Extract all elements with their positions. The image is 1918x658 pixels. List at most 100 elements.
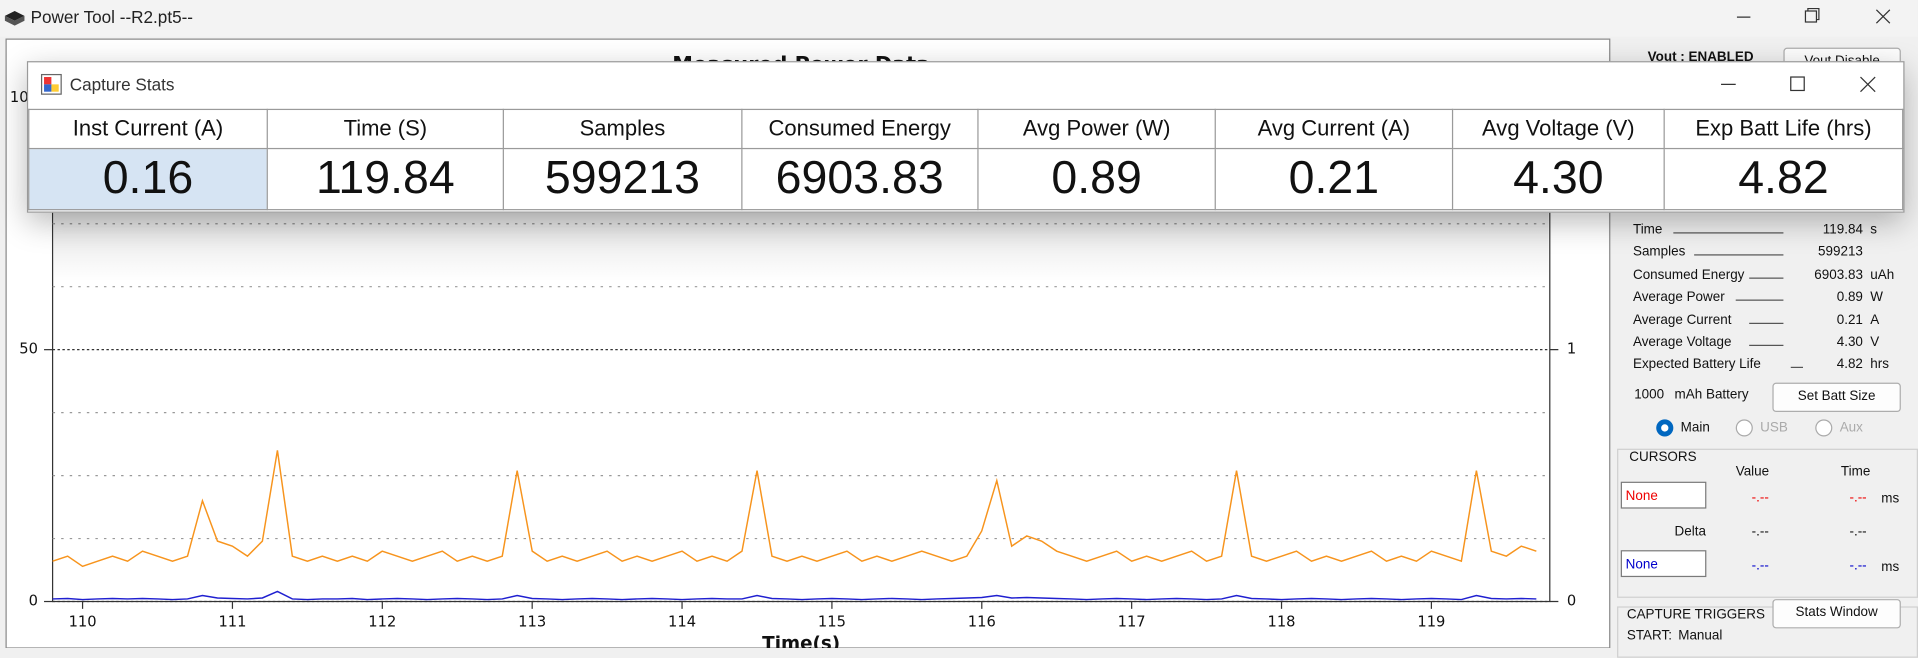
stat-label: Time: [1632, 222, 1663, 238]
triggers-title: CAPTURE TRIGGERS: [1626, 607, 1765, 623]
stat-leader: [1790, 367, 1803, 369]
stat-leader: [1673, 232, 1784, 234]
stat-unit: hrs: [1870, 357, 1889, 373]
window-title: Power Tool --R2.pt5--: [30, 7, 194, 27]
stats-table: Inst Current (A) Time (S) Samples Consumed …: [28, 108, 1904, 211]
stat-value: 4.30: [1451, 147, 1665, 211]
stat-leader: [1735, 299, 1784, 301]
stats-window-button[interactable]: Stats Window: [1772, 599, 1901, 629]
cursor-value: -.--: [1751, 490, 1769, 505]
stat-label: Samples: [1632, 244, 1686, 260]
delta-value: -.--: [1751, 524, 1769, 540]
stat-value: 6903.83: [740, 147, 979, 211]
radio-label: Main: [1680, 420, 1710, 436]
column-header: Consumed Energy: [740, 108, 979, 150]
stat-value: 119.84: [266, 147, 505, 211]
stat-label: Average Current: [1632, 312, 1732, 328]
stat-value: 599213: [1818, 244, 1863, 260]
x-axis-label: Time(s): [762, 633, 840, 648]
stat-value: 0.21: [1214, 147, 1454, 211]
x-tick-label: 118: [1268, 613, 1296, 630]
cursor-value: -.--: [1751, 558, 1769, 574]
set-batt-button[interactable]: Set Batt Size: [1772, 382, 1901, 413]
stat-leader: [1749, 322, 1784, 324]
x-tick-label: 112: [368, 613, 396, 630]
stat-unit: uAh: [1870, 267, 1895, 283]
stat-value: 0.89: [1836, 289, 1863, 305]
cursors-group: [1617, 448, 1918, 598]
dialog-controls[interactable]: [1704, 62, 1902, 106]
column-header: Samples: [502, 108, 742, 150]
delta-time: -.--: [1849, 524, 1867, 540]
column-header: Inst Current (A): [28, 108, 268, 150]
x-tick-label: 110: [69, 613, 97, 630]
title-bar: Power Tool --R2.pt5--: [0, 0, 1918, 37]
x-tick-label: 113: [518, 613, 546, 630]
y2-tick-label: 1: [1567, 341, 1576, 358]
series-line: [52, 590, 1537, 601]
stat-value: 6903.83: [1814, 267, 1863, 283]
column-header: Avg Power (W): [977, 108, 1216, 150]
stat-value: 4.30: [1836, 334, 1863, 350]
y-tick-label: 50: [19, 341, 38, 358]
y2-tick-label: 0: [1567, 593, 1576, 610]
start-value: Manual: [1678, 628, 1723, 644]
cursor-select[interactable]: None: [1620, 550, 1707, 578]
stat-leader: [1749, 344, 1784, 346]
stat-leader: [1694, 254, 1784, 257]
start-label: START:: [1626, 628, 1672, 644]
radio-button[interactable]: [1815, 419, 1833, 437]
stat-value: 0.16: [28, 147, 268, 211]
cursor-time: -.--: [1849, 490, 1867, 505]
radio-button[interactable]: [1656, 419, 1674, 437]
x-tick-label: 115: [818, 613, 846, 630]
control-panel: Vout : ENABLED Vout Disable Time119.84sS…: [1615, 39, 1918, 658]
series-line: [52, 450, 1537, 568]
cursor-unit: ms: [1881, 491, 1900, 507]
cursor-select[interactable]: None: [1620, 481, 1707, 509]
radio-label: Aux: [1839, 420, 1863, 436]
dialog-icon: [40, 73, 62, 95]
battery-unit: mAh Battery: [1674, 387, 1749, 403]
stat-unit: W: [1870, 289, 1883, 305]
window-controls[interactable]: [1712, 0, 1917, 37]
radio-label: USB: [1760, 420, 1788, 436]
radio-button[interactable]: [1735, 419, 1753, 437]
stat-unit: V: [1870, 334, 1880, 350]
shadow-fade: [53, 207, 1549, 282]
y-tick-label: 0: [29, 593, 38, 610]
stat-value: 0.89: [977, 147, 1216, 211]
stat-unit: s: [1870, 222, 1878, 238]
x-tick-label: 117: [1118, 613, 1146, 630]
app-icon: [4, 11, 25, 26]
capture-stats-dialog: Capture Stats Inst Current (A) Time (S) Sa…: [26, 61, 1905, 213]
table-row: 0.16 119.84 599213 6903.83 0.89 0.21 4.30 4.82: [28, 147, 1904, 211]
stat-value: 119.84: [1822, 222, 1863, 238]
stat-label: Consumed Energy: [1632, 267, 1745, 283]
x-tick-label: 114: [668, 613, 696, 630]
column-header: Avg Voltage (V): [1451, 108, 1665, 150]
table-row: Inst Current (A) Time (S) Samples Consumed …: [28, 108, 1904, 150]
stat-label: Expected Battery Life: [1632, 357, 1761, 373]
stat-label: Average Power: [1632, 289, 1725, 305]
time-header: Time: [1840, 464, 1871, 480]
dialog-title: Capture Stats: [69, 74, 175, 95]
column-header: Avg Current (A): [1214, 108, 1454, 150]
value-header: Value: [1735, 464, 1770, 480]
stat-leader: [1749, 277, 1784, 279]
cursor-time: -.--: [1849, 558, 1867, 574]
stat-value: 599213: [502, 147, 742, 211]
x-tick-label: 116: [968, 613, 996, 630]
cursors-title: CURSORS: [1629, 449, 1697, 465]
stat-label: Average Voltage: [1632, 334, 1732, 350]
x-tick-label: 119: [1417, 613, 1445, 630]
battery-size: 1000: [1634, 387, 1665, 403]
stat-value: 4.82: [1836, 357, 1863, 373]
x-tick-label: 111: [218, 613, 246, 630]
cursor-unit: ms: [1881, 559, 1900, 575]
column-header: Exp Batt Life (hrs): [1663, 108, 1904, 150]
stat-value: 0.21: [1836, 312, 1863, 328]
stat-unit: A: [1870, 312, 1880, 328]
column-header: Time (S): [266, 108, 505, 150]
